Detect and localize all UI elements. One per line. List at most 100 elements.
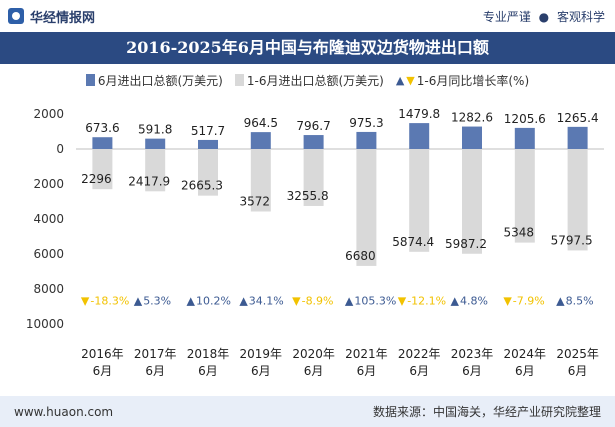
data-label-june: 975.3 bbox=[349, 116, 383, 130]
growth-down-marker: ▼ bbox=[292, 294, 301, 307]
chart-title: 2016-2025年6月中国与布隆迪双边货物进出口额 bbox=[0, 32, 615, 64]
data-label-june: 1282.6 bbox=[451, 111, 493, 125]
data-label-ytd: 5874.4 bbox=[392, 235, 434, 249]
bar-ytd bbox=[250, 149, 271, 212]
data-label-june: 796.7 bbox=[296, 119, 330, 133]
x-tick-label-year: 2024年 bbox=[504, 347, 547, 361]
chart-legend: 6月进出口总额(万美元) 1-6月进出口总额(万美元) ▲ ▼ 1-6月同比增长… bbox=[0, 70, 615, 90]
x-tick-label-month: 6月 bbox=[93, 364, 113, 378]
slogan-dot-icon: ● bbox=[538, 9, 550, 24]
bar-ytd bbox=[92, 149, 113, 190]
y-tick-label: 6000 bbox=[33, 247, 64, 261]
legend-label-growth: 1-6月同比增长率(%) bbox=[416, 73, 530, 88]
data-label-june: 517.7 bbox=[191, 124, 225, 138]
data-label-ytd: 3572 bbox=[240, 195, 271, 209]
growth-up-marker: ▲ bbox=[451, 294, 460, 307]
slogan-left: 专业严谨 bbox=[482, 9, 531, 24]
growth-label: -18.3% bbox=[90, 294, 129, 307]
footer: www.huaon.com 数据来源：中国海关，华经产业研究院整理 bbox=[0, 396, 615, 427]
bar-ytd bbox=[145, 149, 166, 192]
legend-label-ytd: 1-6月进出口总额(万美元) bbox=[246, 73, 384, 88]
x-tick-label-month: 6月 bbox=[198, 364, 218, 378]
bar-june bbox=[567, 126, 588, 149]
bar-june bbox=[356, 131, 377, 149]
growth-label: 5.3% bbox=[143, 294, 171, 307]
bar-june bbox=[250, 132, 271, 149]
x-tick-label-year: 2016年 bbox=[81, 347, 124, 361]
x-tick-label-year: 2021年 bbox=[345, 347, 388, 361]
growth-label: -7.9% bbox=[513, 294, 545, 307]
x-tick-label-year: 2020年 bbox=[292, 347, 335, 361]
growth-up-marker: ▲ bbox=[187, 294, 196, 307]
x-tick-label-month: 6月 bbox=[304, 364, 324, 378]
slogan: 专业严谨 ● 客观科学 bbox=[483, 8, 605, 25]
data-label-june: 1205.6 bbox=[504, 112, 546, 126]
brand[interactable]: 华经情报网 bbox=[8, 7, 95, 26]
legend-swatch-ytd bbox=[234, 74, 244, 86]
bar-ytd bbox=[462, 149, 482, 254]
growth-up-marker: ▲ bbox=[556, 294, 565, 307]
x-tick-label-year: 2022年 bbox=[398, 347, 441, 361]
data-label-ytd: 5348 bbox=[504, 226, 535, 240]
growth-label: 4.8% bbox=[460, 294, 488, 307]
bar-june bbox=[92, 137, 113, 149]
growth-up-marker: ▲ bbox=[239, 294, 248, 307]
bar-ytd bbox=[514, 149, 535, 243]
legend-swatch-june bbox=[85, 74, 95, 86]
y-tick-label: 0 bbox=[56, 142, 64, 156]
x-tick-label-year: 2017年 bbox=[134, 347, 177, 361]
x-tick-label-year: 2023年 bbox=[451, 347, 494, 361]
data-label-june: 1479.8 bbox=[398, 107, 440, 121]
growth-label: 105.3% bbox=[354, 294, 396, 307]
y-tick-label: 2000 bbox=[33, 177, 64, 191]
x-tick-label-month: 6月 bbox=[251, 364, 271, 378]
x-tick-label-month: 6月 bbox=[145, 364, 165, 378]
data-label-ytd: 6680 bbox=[345, 249, 376, 263]
bar-ytd bbox=[356, 149, 377, 266]
bar-ytd bbox=[303, 149, 324, 206]
legend-label-june: 6月进出口总额(万美元) bbox=[97, 73, 223, 88]
growth-label: -12.1% bbox=[407, 294, 446, 307]
growth-down-marker: ▼ bbox=[81, 294, 90, 307]
bar-june bbox=[145, 138, 166, 149]
x-tick-label-year: 2025年 bbox=[556, 347, 599, 361]
data-label-june: 1265.4 bbox=[557, 111, 599, 125]
triangle-up-icon: ▲ bbox=[395, 73, 405, 87]
footer-source: 数据来源：中国海关，华经产业研究院整理 bbox=[372, 405, 601, 419]
y-tick-label: 4000 bbox=[33, 212, 64, 226]
data-label-ytd: 2417.9 bbox=[128, 174, 170, 188]
bar-ytd bbox=[198, 149, 218, 196]
bar-ytd bbox=[409, 149, 430, 252]
data-label-june: 964.5 bbox=[244, 116, 278, 130]
legend-item-ytd: 1-6月进出口总额(万美元) bbox=[234, 72, 384, 89]
x-tick-label-year: 2018年 bbox=[187, 347, 230, 361]
bar-june bbox=[409, 123, 430, 149]
growth-down-marker: ▼ bbox=[503, 294, 512, 307]
brand-name: 华经情报网 bbox=[30, 10, 96, 26]
growth-label: 10.2% bbox=[196, 294, 231, 307]
data-label-ytd: 2296 bbox=[81, 172, 112, 186]
x-tick-label-month: 6月 bbox=[568, 364, 588, 378]
data-label-ytd: 5987.2 bbox=[445, 237, 487, 251]
bar-june bbox=[198, 139, 218, 149]
slogan-right: 客观科学 bbox=[556, 9, 605, 24]
data-label-june: 673.6 bbox=[85, 121, 119, 135]
data-label-ytd: 2665.3 bbox=[181, 179, 223, 193]
x-tick-label-month: 6月 bbox=[462, 364, 482, 378]
data-label-ytd: 5797.5 bbox=[551, 233, 593, 247]
x-tick-label-month: 6月 bbox=[515, 364, 535, 378]
growth-label: -8.9% bbox=[302, 294, 334, 307]
top-bar: 华经情报网 专业严谨 ● 客观科学 bbox=[0, 0, 615, 32]
bar-ytd bbox=[567, 149, 588, 251]
data-label-june: 591.8 bbox=[138, 123, 172, 137]
x-tick-label-month: 6月 bbox=[409, 364, 429, 378]
growth-up-marker: ▲ bbox=[134, 294, 143, 307]
growth-label: 8.5% bbox=[566, 294, 594, 307]
brand-logo-icon bbox=[8, 8, 24, 24]
growth-up-marker: ▲ bbox=[345, 294, 354, 307]
bar-june bbox=[303, 135, 324, 149]
triangle-down-icon: ▼ bbox=[406, 73, 415, 87]
footer-website-link[interactable]: www.huaon.com bbox=[14, 404, 114, 419]
